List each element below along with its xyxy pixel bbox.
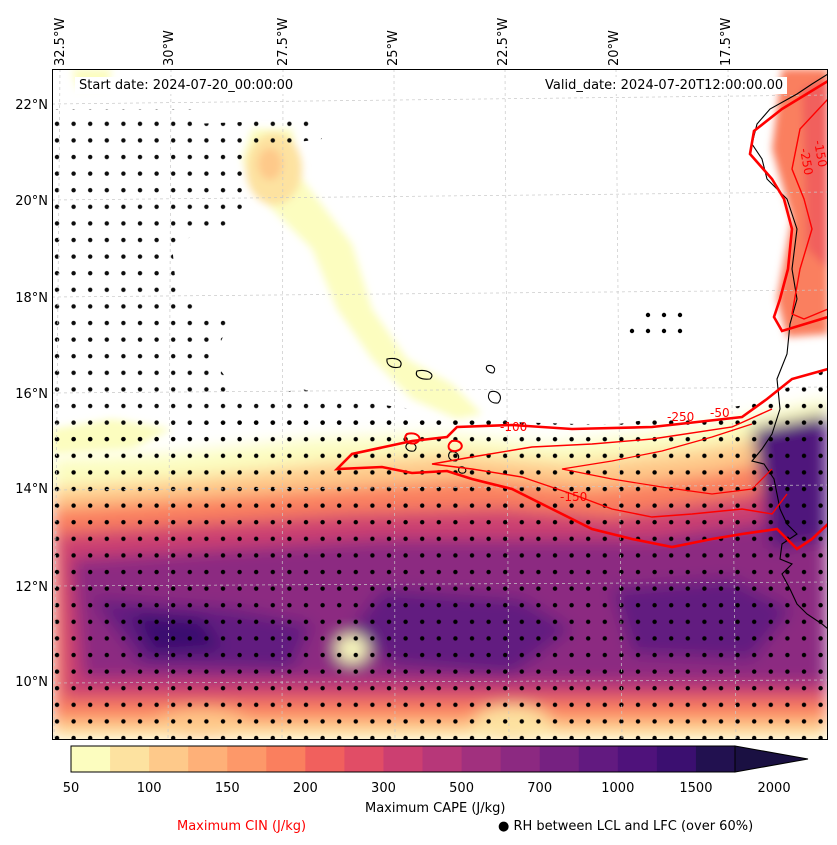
colorbar-segment	[500, 746, 541, 772]
colorbar-extend-arrow	[734, 745, 809, 773]
colorbar-segment	[383, 746, 424, 772]
colorbar-segment	[227, 746, 267, 772]
colorbar-segment	[305, 746, 346, 772]
map-frame	[52, 69, 828, 740]
cin-contour-islet-2	[447, 439, 463, 453]
cin-contour-south-inner	[561, 423, 773, 495]
colorbar-segment	[461, 746, 502, 772]
colorbar-tick-label: 2000	[757, 781, 791, 796]
colorbar-tick-label: 200	[292, 781, 318, 796]
rh-stipple-east	[629, 312, 683, 334]
colorbar-tick-label: 1000	[601, 781, 635, 796]
start-date-label: Start date: 2024-07-20_00:00:00	[75, 77, 298, 94]
colorbar-segment	[149, 746, 189, 772]
cin-label-north-1: -250	[797, 147, 816, 176]
cape-colorbar	[70, 745, 809, 773]
colorbar-tick-label: 500	[449, 781, 474, 796]
lon-label-32-5w: 32.5°W	[53, 17, 68, 66]
colorbar-segment	[110, 746, 150, 772]
cin-label-south-2: -50	[710, 406, 730, 420]
valid-date-label: Valid_date: 2024-07-20T12:00:00.00	[541, 77, 788, 94]
cin-label-south-1: -250	[667, 410, 694, 424]
lon-label-27-5w: 27.5°W	[276, 17, 291, 66]
colorbar-tick-label: 700	[527, 781, 553, 796]
lat-label-14n: 14°N	[15, 482, 48, 497]
cin-label-south-4: -150	[560, 490, 587, 504]
lon-label-17-5w: 17.5°W	[719, 17, 734, 66]
lat-label-12n: 12°N	[15, 580, 48, 595]
map-fields: -250 -150 -250 -50 -100 -150	[52, 69, 828, 740]
colorbar-tick-label: 100	[136, 781, 162, 796]
cin-contour-south-outer	[333, 367, 828, 551]
colorbar-segment	[695, 746, 736, 772]
colorbar-segment	[188, 746, 228, 772]
gridlines	[52, 69, 828, 740]
rh-legend-label: RH between LCL and LFC (over 60%)	[513, 819, 754, 834]
colorbar-segment	[266, 746, 306, 772]
colorbar-tick-label: 300	[371, 781, 396, 796]
lon-label-20w: 20°W	[607, 30, 622, 66]
lon-label-30w: 30°W	[162, 30, 177, 66]
cin-contours	[333, 79, 828, 551]
cin-contour-labels: -250 -150 -250 -50 -100 -150	[500, 139, 828, 504]
colorbar-segment	[656, 746, 697, 772]
colorbar-segment	[578, 746, 619, 772]
cin-contour-north-inner	[791, 98, 828, 320]
cin-legend-label: Maximum CIN (J/kg)	[177, 819, 307, 834]
colorbar-segment	[71, 746, 111, 772]
colorbar-tick-label: 150	[214, 781, 240, 796]
cin-contour-islet-1	[404, 432, 421, 445]
cin-contour-north-outer	[748, 79, 828, 333]
colorbar-segment	[539, 746, 580, 772]
cin-label-south-3: -100	[500, 420, 527, 434]
lat-label-20n: 20°N	[15, 194, 48, 209]
lon-label-25w: 25°W	[386, 30, 401, 66]
colorbar-segment	[422, 746, 463, 772]
colorbar-tick-label: 1500	[679, 781, 713, 796]
lat-label-18n: 18°N	[15, 291, 48, 306]
cin-contour-south-mid	[431, 408, 788, 518]
cin-label-north-2: -150	[811, 139, 828, 168]
colorbar-tick-label: 50	[62, 781, 80, 796]
colorbar-segment	[617, 746, 658, 772]
rh-marker-icon: ●	[498, 819, 510, 834]
lat-label-22n: 22°N	[15, 98, 48, 113]
colorbar-segments	[71, 746, 736, 772]
lon-label-22-5w: 22.5°W	[496, 17, 511, 66]
rh-legend: ● RH between LCL and LFC (over 60%)	[498, 819, 753, 834]
colorbar-label: Maximum CAPE (J/kg)	[365, 801, 506, 816]
cape-map: -250 -150 -250 -50 -100 -150	[52, 69, 828, 740]
lat-label-16n: 16°N	[15, 387, 48, 402]
lat-label-10n: 10°N	[15, 675, 48, 690]
colorbar-segment	[344, 746, 385, 772]
